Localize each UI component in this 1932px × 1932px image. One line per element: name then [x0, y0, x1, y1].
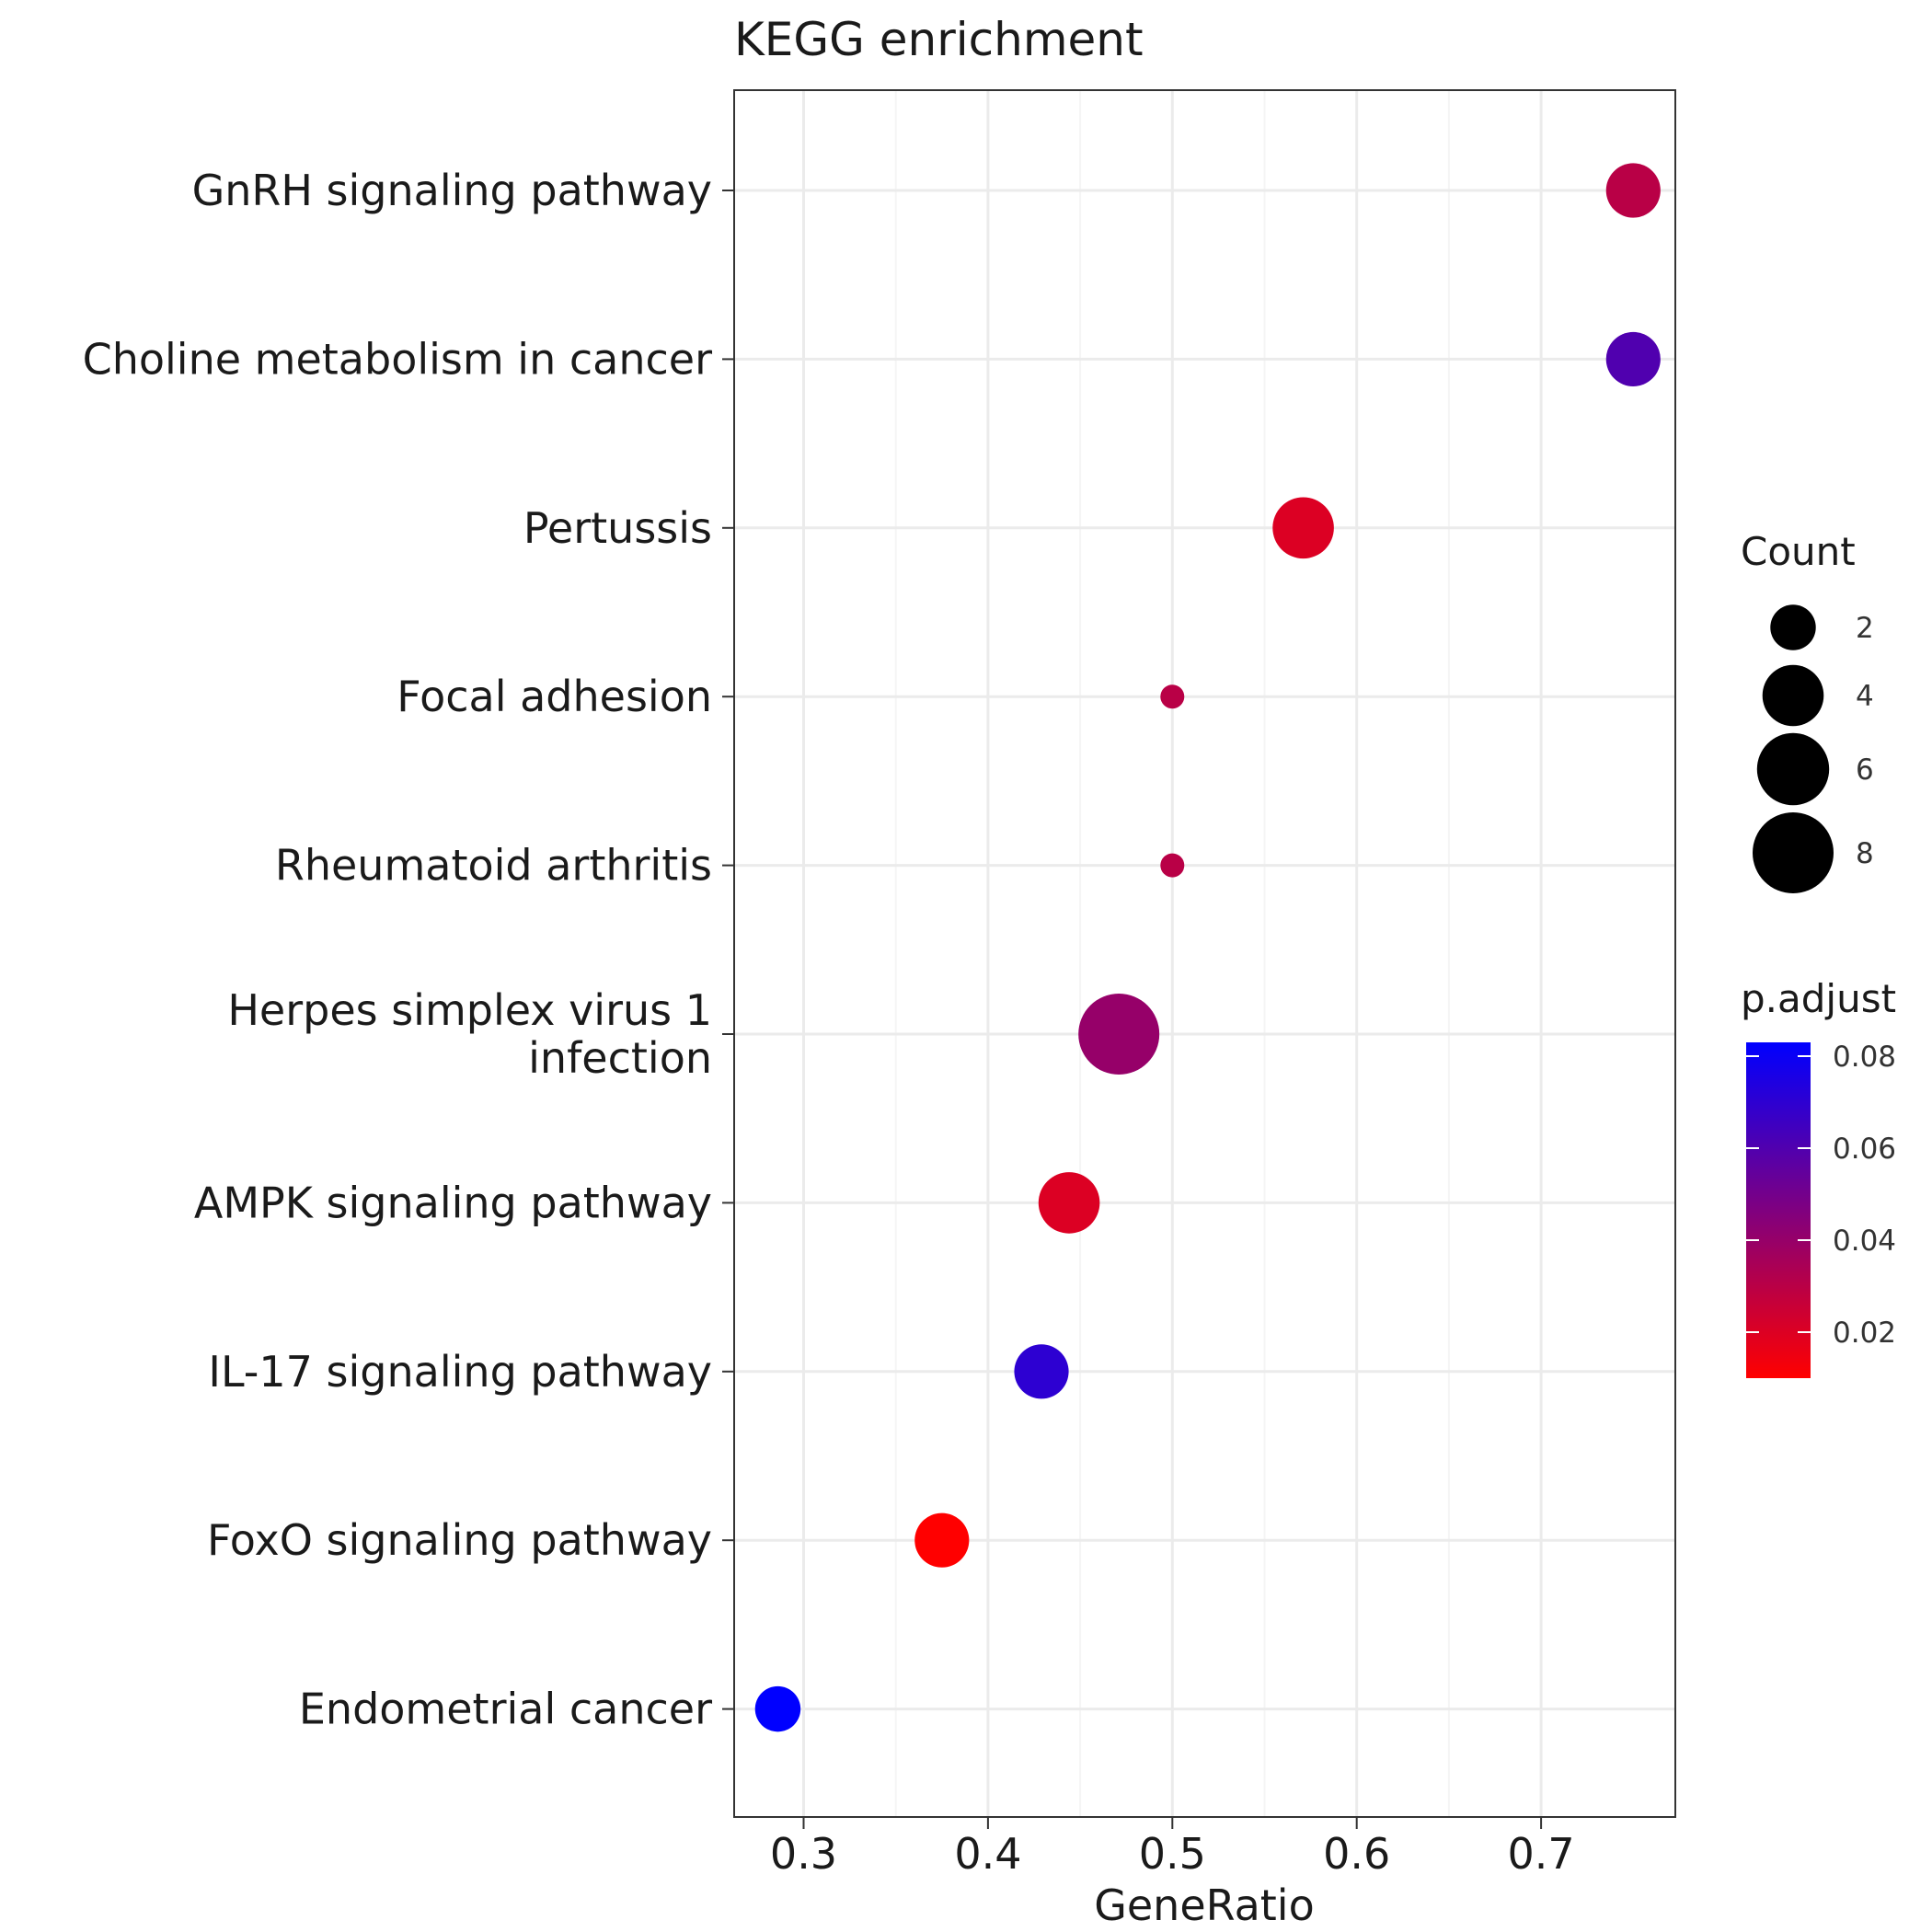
color-legend-label: 0.04	[1833, 1225, 1896, 1258]
x-axis: 0.3 0.4 0.5 0.6 0.7	[770, 1817, 1575, 1879]
x-tick-label: 0.5	[1139, 1829, 1206, 1879]
color-legend-title: p.adjust	[1741, 976, 1896, 1021]
color-legend-label: 0.02	[1833, 1317, 1896, 1350]
color-legend-label: 0.06	[1833, 1133, 1896, 1166]
x-tick-label: 0.7	[1508, 1829, 1575, 1879]
data-points	[754, 163, 1661, 1732]
size-legend-key	[1762, 664, 1824, 727]
x-tick-label: 0.4	[954, 1829, 1021, 1879]
y-tick-label: GnRH signaling pathway	[192, 166, 712, 215]
y-tick-label: Herpes simplex virus 1	[227, 985, 712, 1035]
data-point	[1078, 994, 1160, 1075]
size-legend-label: 8	[1856, 837, 1874, 870]
size-legend-title: Count	[1741, 529, 1856, 574]
data-point	[1160, 684, 1185, 709]
data-point	[1038, 1172, 1100, 1234]
size-legend-label: 6	[1856, 753, 1874, 787]
size-legend-key	[1770, 604, 1816, 650]
y-tick-label: Pertussis	[523, 503, 712, 553]
y-tick-label: Focal adhesion	[397, 672, 712, 721]
data-point	[1605, 331, 1661, 386]
y-tick-label: Rheumatoid arthritis	[275, 841, 712, 891]
x-tick-label: 0.6	[1323, 1829, 1390, 1879]
size-legend: Count 2 4 6 8	[1741, 529, 1874, 893]
y-tick-label: Choline metabolism in cancer	[83, 334, 712, 384]
data-point	[1160, 853, 1185, 878]
panel-border	[733, 89, 1676, 1818]
data-point	[914, 1512, 970, 1568]
x-tick-label: 0.3	[770, 1829, 837, 1879]
y-tick-label: FoxO signaling pathway	[207, 1515, 712, 1565]
color-bar	[1746, 1042, 1811, 1378]
chart-title: KEGG enrichment	[734, 13, 1144, 66]
size-legend-label: 4	[1856, 680, 1874, 713]
y-tick-label: IL-17 signaling pathway	[208, 1347, 712, 1397]
y-axis: GnRH signaling pathway Choline metabolism…	[83, 166, 734, 1734]
data-point	[1272, 497, 1334, 559]
y-tick-label: Endometrial cancer	[299, 1685, 712, 1734]
size-legend-key	[1756, 732, 1830, 806]
y-tick-label: infection	[528, 1033, 712, 1083]
data-point	[1014, 1344, 1069, 1399]
grid-lines	[734, 90, 1675, 1817]
x-axis-label: GeneRatio	[1094, 1880, 1315, 1930]
color-legend-label: 0.08	[1833, 1041, 1896, 1074]
color-legend: p.adjust 0.08 0.06 0.04 0.02	[1741, 976, 1896, 1378]
size-legend-key	[1753, 812, 1834, 893]
data-point	[1605, 163, 1661, 218]
size-legend-label: 2	[1856, 612, 1874, 645]
y-tick-label: AMPK signaling pathway	[194, 1178, 712, 1227]
data-point	[754, 1685, 801, 1732]
